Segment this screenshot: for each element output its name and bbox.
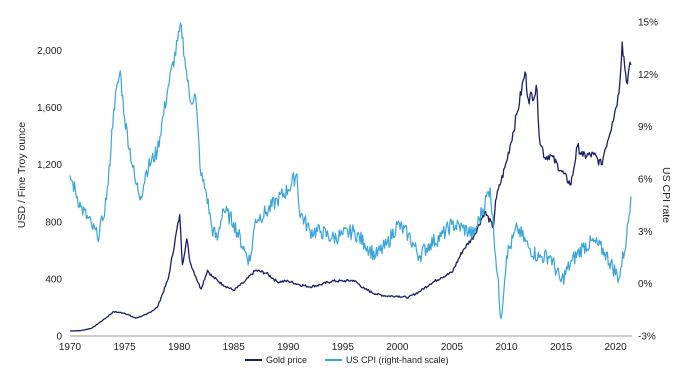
x-tick-label: 1970 — [59, 342, 82, 353]
x-tick-label: 1990 — [277, 342, 300, 353]
y-left-tick-label: 1,600 — [37, 103, 62, 114]
y-left-tick-label: 800 — [45, 217, 62, 228]
x-tick-label: 1975 — [113, 342, 136, 353]
x-tick-label: 1985 — [223, 342, 246, 353]
y-right-tick-label: 12% — [638, 70, 658, 81]
x-tick-label: 2010 — [495, 342, 518, 353]
series-layer — [69, 22, 632, 332]
legend-label-us-cpi: US CPI (right-hand scale) — [346, 355, 449, 365]
y-left-tick-label: 1,200 — [37, 160, 62, 171]
x-tick-label: 1995 — [332, 342, 355, 353]
y-right-axis-label: US CPI rate — [660, 167, 672, 223]
x-tick-label: 2000 — [386, 342, 409, 353]
y-right-tick-labels: -3% 0% 3% 6% 9% 12% 15% — [638, 18, 658, 343]
legend-label-gold-price: Gold price — [266, 355, 307, 365]
x-tick-labels: 1970 1975 1980 1985 1990 1995 2000 2005 2010 2015… — [59, 342, 627, 353]
y-right-tick-label: 3% — [638, 227, 653, 238]
legend: Gold price US CPI (right-hand scale) — [245, 355, 449, 365]
y-right-tick-label: 9% — [638, 122, 653, 133]
y-right-tick-label: 6% — [638, 175, 653, 186]
x-tick-label: 2020 — [605, 342, 628, 353]
x-tick-label: 2015 — [550, 342, 573, 353]
y-left-tick-label: 0 — [56, 332, 62, 343]
y-left-tick-labels: 0 400 800 1,200 1,600 2,000 — [37, 46, 62, 342]
x-tick-label: 1980 — [168, 342, 191, 353]
y-left-tick-label: 400 — [45, 274, 62, 285]
y-left-axis-label: USD / Fine Troy ounce — [16, 122, 28, 228]
y-right-tick-label: 15% — [638, 18, 658, 29]
y-right-tick-label: -3% — [638, 332, 656, 343]
x-tick-label: 2005 — [441, 342, 464, 353]
y-right-tick-label: 0% — [638, 279, 653, 290]
series-line-gold-price — [70, 41, 632, 332]
series-line-us-cpi — [69, 22, 632, 320]
y-left-tick-label: 2,000 — [37, 46, 62, 57]
